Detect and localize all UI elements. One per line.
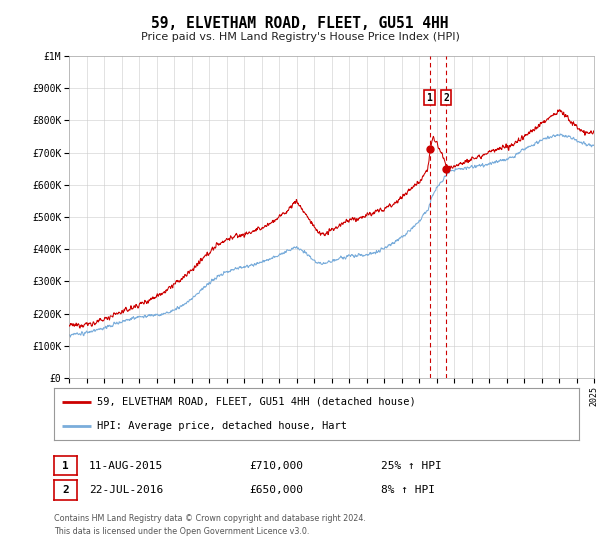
Text: Contains HM Land Registry data © Crown copyright and database right 2024.
This d: Contains HM Land Registry data © Crown c… xyxy=(54,514,366,535)
Text: 2: 2 xyxy=(443,93,449,103)
Text: £650,000: £650,000 xyxy=(249,485,303,495)
Text: HPI: Average price, detached house, Hart: HPI: Average price, detached house, Hart xyxy=(97,421,347,431)
Text: 59, ELVETHAM ROAD, FLEET, GU51 4HH: 59, ELVETHAM ROAD, FLEET, GU51 4HH xyxy=(151,16,449,31)
Text: 59, ELVETHAM ROAD, FLEET, GU51 4HH (detached house): 59, ELVETHAM ROAD, FLEET, GU51 4HH (deta… xyxy=(97,397,416,407)
Text: 8% ↑ HPI: 8% ↑ HPI xyxy=(381,485,435,495)
Text: 1: 1 xyxy=(62,461,69,471)
Text: Price paid vs. HM Land Registry's House Price Index (HPI): Price paid vs. HM Land Registry's House … xyxy=(140,32,460,43)
Text: 2: 2 xyxy=(62,485,69,495)
Text: 11-AUG-2015: 11-AUG-2015 xyxy=(89,461,163,471)
Text: 1: 1 xyxy=(427,93,433,103)
Text: £710,000: £710,000 xyxy=(249,461,303,471)
Text: 25% ↑ HPI: 25% ↑ HPI xyxy=(381,461,442,471)
Text: 22-JUL-2016: 22-JUL-2016 xyxy=(89,485,163,495)
